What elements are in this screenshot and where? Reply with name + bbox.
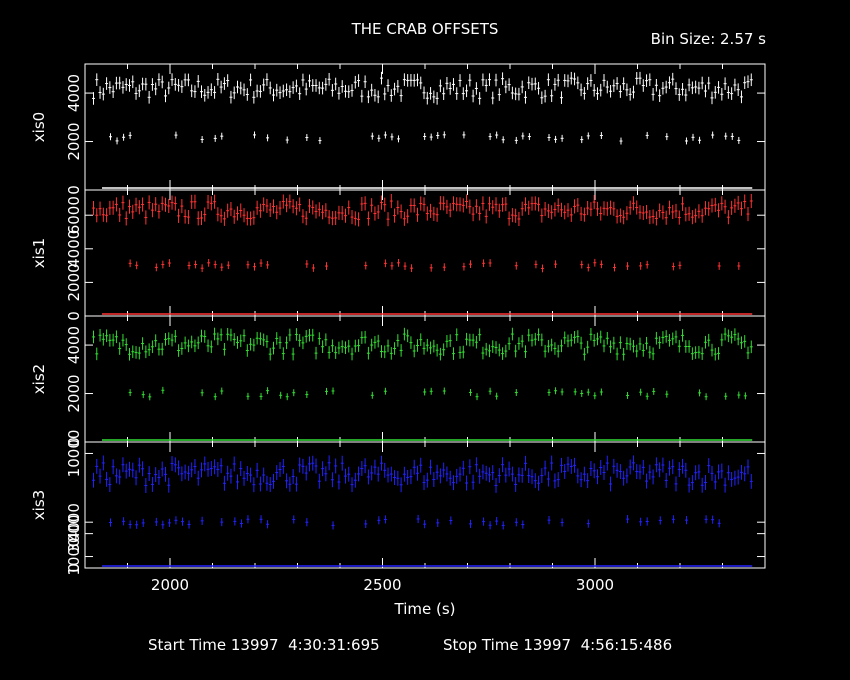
y-axis-label-xis0: xis0 (30, 112, 48, 142)
y-tick-label-xis1: 0 (65, 311, 83, 321)
y-tick-label-xis3: 4000 (65, 503, 83, 541)
y-tick-label-xis3: 0 (65, 563, 83, 573)
start-time-label: Start Time 13997 4:30:31:695 (148, 636, 380, 654)
bin-size-label: Bin Size: 2.57 s (650, 30, 766, 48)
y-tick-label-xis2: 2000 (65, 374, 83, 412)
x-tick-label: 2500 (363, 576, 401, 594)
y-axis-label-xis2: xis2 (30, 364, 48, 394)
y-tick-label-xis2: 0 (65, 437, 83, 447)
y-tick-label-xis3: 10000 (65, 430, 83, 478)
y-tick-label-xis0: 2000 (65, 122, 83, 160)
y-axis-label-xis1: xis1 (30, 238, 48, 268)
y-tick-label-xis0: 4000 (65, 74, 83, 112)
y-tick-label-xis1: 2000 (65, 263, 83, 301)
chart-title: THE CRAB OFFSETS (351, 20, 499, 38)
y-tick-label-xis2: 4000 (65, 326, 83, 364)
y-tick-label-xis1: 4000 (65, 230, 83, 268)
x-tick-label: 2000 (151, 576, 189, 594)
y-tick-label-xis1: 6000 (65, 196, 83, 234)
y-tick-label-xis3: 1000 (65, 537, 83, 575)
x-axis-label: Time (s) (394, 600, 456, 618)
y-tick-label-xis0: 0 (65, 185, 83, 195)
x-tick-label: 3000 (576, 576, 614, 594)
stop-time-label: Stop Time 13997 4:56:15:486 (443, 636, 673, 654)
y-axis-label-xis3: xis3 (30, 490, 48, 520)
y-tick-label-xis3: 3000 (65, 515, 83, 553)
